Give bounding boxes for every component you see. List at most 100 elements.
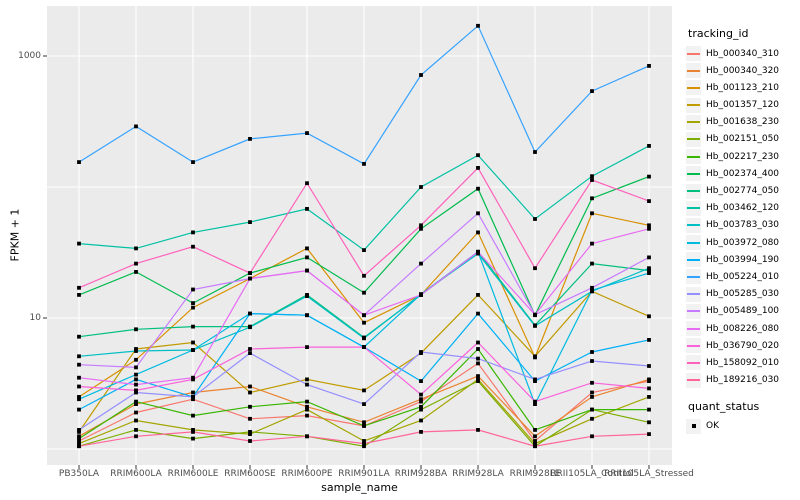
data-point xyxy=(476,379,480,383)
legend-item-Hb_005489_100: Hb_005489_100 xyxy=(686,303,800,319)
quant-ok-key xyxy=(686,418,701,434)
data-point xyxy=(419,261,423,266)
data-point xyxy=(134,270,138,274)
data-point xyxy=(476,356,480,361)
legend-tracking-items: Hb_000340_310 Hb_000340_320 Hb_001123_210 H… xyxy=(686,46,800,388)
x-tick-label-RRIM600PE: RRIM600PE xyxy=(281,469,333,479)
x-tick-label-RRIM600LE: RRIM600LE xyxy=(167,469,219,479)
legend-item-label: OK xyxy=(706,421,719,432)
data-point xyxy=(305,255,309,260)
legend-item-Hb_005224_010: Hb_005224_010 xyxy=(686,269,800,285)
legend-item-Hb_001123_210: Hb_001123_210 xyxy=(686,80,800,96)
data-point xyxy=(77,375,81,380)
data-point xyxy=(77,160,81,164)
legend-item-Hb_003994_190: Hb_003994_190 xyxy=(686,252,800,268)
legend-item-label: Hb_003994_190 xyxy=(706,254,780,265)
data-point xyxy=(248,404,252,409)
data-point xyxy=(533,266,537,271)
legend-item-Hb_002374_400: Hb_002374_400 xyxy=(686,166,800,182)
data-point xyxy=(419,293,423,297)
legend-key xyxy=(686,200,701,216)
data-point xyxy=(134,428,138,432)
data-point xyxy=(305,407,309,412)
legend-item-label: Hb_002374_400 xyxy=(706,168,780,179)
data-point xyxy=(248,439,252,443)
legend-item-Hb_002151_050: Hb_002151_050 xyxy=(686,131,800,147)
legend-item-label: Hb_000340_320 xyxy=(706,65,780,76)
x-tick-label-RRIM901LA: RRIM901LA xyxy=(338,469,390,479)
data-point xyxy=(362,336,366,341)
legend-key xyxy=(686,114,701,130)
data-point xyxy=(77,428,81,432)
legend-item-label: Hb_002151_050 xyxy=(706,134,780,145)
data-point xyxy=(134,347,138,351)
data-point xyxy=(590,380,594,385)
legend-key xyxy=(686,131,701,147)
data-point xyxy=(77,293,81,297)
data-point xyxy=(134,410,138,415)
legend-key xyxy=(686,46,701,61)
data-point xyxy=(134,388,138,393)
data-point xyxy=(191,348,195,352)
data-point xyxy=(647,199,651,203)
legend-key xyxy=(686,63,701,79)
data-point xyxy=(533,399,537,404)
y-tick-label-1000: 1000 xyxy=(18,51,41,61)
legend-item-Hb_003462_120: Hb_003462_120 xyxy=(686,200,800,216)
data-point xyxy=(191,395,195,399)
data-point xyxy=(647,255,651,260)
y-tick-label-10: 10 xyxy=(29,313,41,323)
data-point xyxy=(305,131,309,135)
series-color-line-icon xyxy=(687,121,700,124)
data-point xyxy=(590,211,594,216)
data-point xyxy=(305,399,309,404)
data-point xyxy=(77,436,81,441)
data-point xyxy=(77,397,81,402)
series-color-line-icon xyxy=(687,207,700,210)
legend-item-Hb_158092_010: Hb_158092_010 xyxy=(686,355,800,371)
data-point xyxy=(590,359,594,363)
data-point xyxy=(476,186,480,191)
series-color-line-icon xyxy=(687,52,700,55)
legend-item-Hb_036790_020: Hb_036790_020 xyxy=(686,338,800,354)
legend-key xyxy=(686,252,701,268)
data-point xyxy=(134,357,138,362)
data-point xyxy=(191,390,195,395)
legend-item-Hb_002774_050: Hb_002774_050 xyxy=(686,183,800,199)
data-point xyxy=(77,384,81,389)
data-point xyxy=(533,377,537,382)
data-point xyxy=(590,390,594,395)
data-point xyxy=(248,351,252,355)
data-point xyxy=(248,220,252,224)
data-point xyxy=(476,311,480,316)
data-point xyxy=(134,377,138,382)
data-point xyxy=(533,439,537,443)
data-point xyxy=(476,211,480,216)
data-point xyxy=(647,174,651,179)
data-point xyxy=(476,347,480,351)
data-point xyxy=(191,230,195,235)
data-point xyxy=(590,395,594,399)
legend-quant-status-block: quant_status OK xyxy=(686,400,800,434)
data-point xyxy=(590,178,594,182)
data-point xyxy=(476,293,480,297)
data-point xyxy=(248,430,252,434)
data-point xyxy=(248,384,252,389)
legend-item-Hb_002217_230: Hb_002217_230 xyxy=(686,149,800,165)
data-point xyxy=(134,372,138,377)
legend-item-label: Hb_189216_030 xyxy=(706,375,780,386)
data-point xyxy=(191,428,195,432)
data-point xyxy=(362,444,366,449)
data-point xyxy=(590,434,594,439)
legend-item-label: Hb_000340_310 xyxy=(706,48,780,59)
legend-key xyxy=(686,80,701,96)
data-point xyxy=(362,248,366,252)
data-point xyxy=(533,354,537,359)
data-point xyxy=(77,439,81,443)
series-color-line-icon xyxy=(687,241,700,244)
plot-panel xyxy=(47,6,672,465)
data-point xyxy=(362,441,366,446)
data-point xyxy=(191,244,195,249)
data-point xyxy=(419,223,423,228)
